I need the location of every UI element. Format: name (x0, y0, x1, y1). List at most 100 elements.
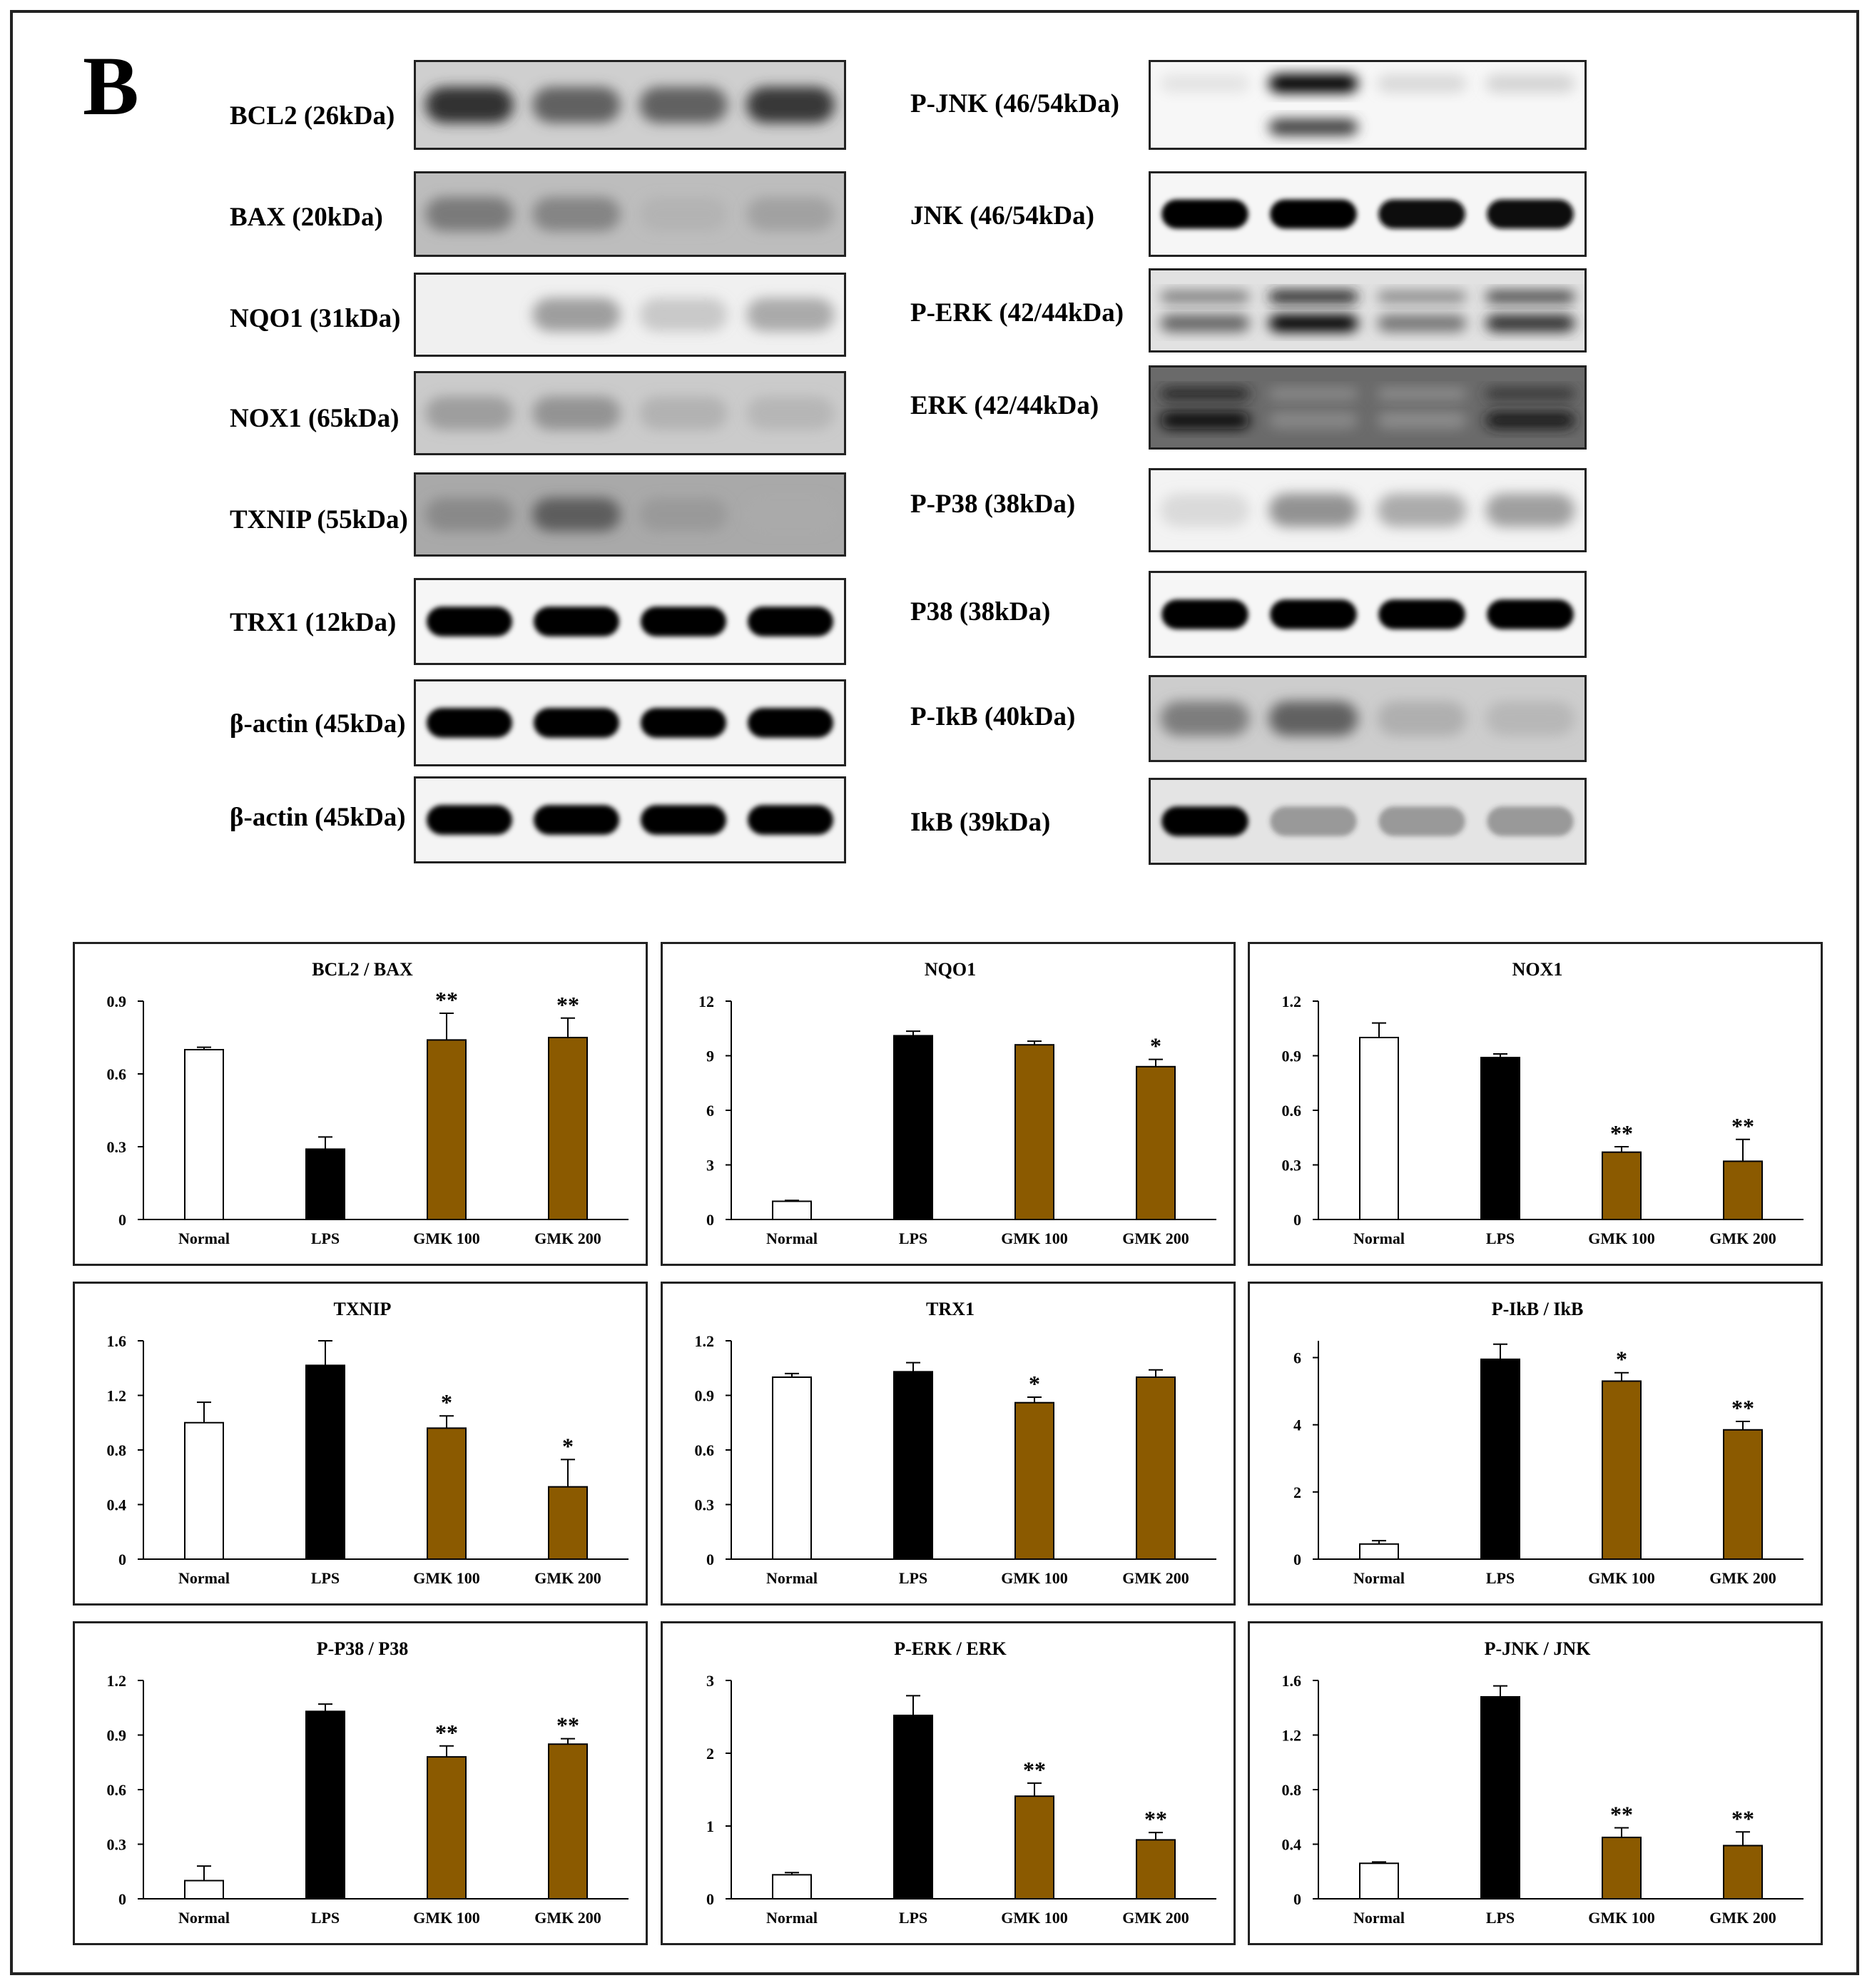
blot-band (748, 708, 833, 738)
blot-band (425, 396, 514, 430)
bar-chart-svg: P-P38 / P38 0 0.3 0.6 0.9 1.2 Normal LPS ** GMK 1… (107, 1638, 629, 1927)
blot-band (1160, 701, 1250, 736)
x-tick-label: Normal (178, 1569, 230, 1587)
blot-band (425, 497, 514, 532)
y-tick-label: 1.2 (1282, 1727, 1302, 1745)
bar-chart: BCL2 / BAX 0 0.3 0.6 0.9 Normal LPS ** GMK 100 **… (73, 942, 648, 1266)
blot-image (414, 273, 846, 357)
blot-band (639, 497, 728, 532)
blot-image (1149, 778, 1587, 865)
bar-gmk-200 (1136, 1065, 1176, 1220)
blot-label: JNK (46/54kDa) (910, 201, 1094, 230)
bar-lps (1480, 1695, 1520, 1900)
x-tick-label: GMK 100 (1588, 1909, 1655, 1927)
bar-normal (184, 1421, 224, 1560)
blot-band (532, 86, 621, 123)
y-tick-label: 6 (706, 1102, 714, 1120)
bar-lps (893, 1035, 933, 1220)
x-tick-label: LPS (899, 1229, 927, 1247)
blot-band (1485, 493, 1575, 527)
blot-image (1149, 365, 1587, 450)
blot-label: P-IkB (40kDa) (910, 702, 1076, 731)
y-tick-label: 0 (706, 1211, 714, 1229)
blot-band (1377, 73, 1467, 93)
significance-marker: ** (1731, 1395, 1754, 1421)
y-tick-label: 3 (706, 1157, 714, 1175)
y-tick-label: 0 (1293, 1211, 1301, 1229)
bar-lps (1480, 1358, 1520, 1561)
blot-band (746, 396, 835, 430)
blot-band (1487, 599, 1574, 629)
blot-band (1268, 493, 1358, 527)
x-tick-label: GMK 200 (1709, 1569, 1776, 1587)
bar-normal (1359, 1862, 1399, 1900)
x-tick-label: GMK 200 (534, 1229, 601, 1247)
bar-lps (893, 1714, 933, 1900)
y-tick-label: 9 (706, 1048, 714, 1065)
bar-chart-svg: TRX1 0 0.3 0.6 0.9 1.2 Normal LPS * GMK 100 GMK 20… (695, 1299, 1216, 1587)
y-tick-label: 12 (698, 993, 714, 1010)
blot-label: BCL2 (26kDa) (230, 101, 395, 131)
blot-band (1378, 199, 1465, 229)
y-tick-label: 0.3 (695, 1496, 715, 1514)
bar-normal (184, 1049, 224, 1220)
blot-band (532, 298, 621, 332)
blot-label: P38 (38kDa) (910, 597, 1051, 627)
blot-image (1149, 60, 1587, 150)
x-tick-label: GMK 100 (1001, 1229, 1068, 1247)
x-tick-label: LPS (1486, 1569, 1515, 1587)
bar-chart: P-ERK / ERK 0 1 2 3 Normal LPS ** GMK 100 ** GMK 2… (661, 1621, 1236, 1945)
blot-band (1377, 411, 1467, 430)
y-tick-label: 0.3 (107, 1138, 127, 1156)
y-tick-label: 0.9 (107, 993, 127, 1010)
blot-band (746, 298, 835, 332)
y-tick-label: 0 (706, 1890, 714, 1908)
chart-title: P-P38 / P38 (317, 1638, 409, 1659)
bar-gmk-200 (1723, 1429, 1763, 1560)
blot-image (1149, 675, 1587, 762)
figure-frame (10, 10, 1859, 1975)
blot-image (414, 472, 846, 557)
bar-gmk-200 (1136, 1839, 1176, 1900)
bar-gmk-200 (1136, 1376, 1176, 1560)
bar-normal (1359, 1037, 1399, 1220)
x-tick-label: LPS (899, 1909, 927, 1927)
bar-lps (1480, 1057, 1520, 1220)
y-tick-label: 0.6 (695, 1441, 715, 1459)
bar-gmk-100 (1014, 1401, 1054, 1560)
x-tick-label: GMK 200 (1122, 1909, 1189, 1927)
significance-marker: ** (435, 987, 458, 1013)
significance-marker: ** (1023, 1757, 1046, 1782)
y-tick-label: 0 (118, 1890, 126, 1908)
x-tick-label: GMK 200 (534, 1569, 601, 1587)
blot-band (1268, 411, 1358, 430)
bar-chart-svg: P-ERK / ERK 0 1 2 3 Normal LPS ** GMK 100 ** GMK 2… (706, 1638, 1216, 1927)
y-tick-label: 0.3 (1282, 1157, 1302, 1175)
blot-band (1270, 199, 1357, 229)
blot-band (1377, 314, 1467, 333)
blot-band (534, 708, 619, 738)
blot-label: TXNIP (55kDa) (230, 505, 408, 534)
x-tick-label: Normal (178, 1229, 230, 1247)
x-tick-label: GMK 200 (1122, 1229, 1189, 1247)
y-tick-label: 0.6 (107, 1781, 127, 1799)
y-tick-label: 2 (706, 1745, 714, 1763)
blot-image (414, 371, 846, 455)
y-tick-label: 0 (118, 1551, 126, 1568)
y-tick-label: 4 (1293, 1416, 1301, 1434)
blot-band (1270, 599, 1357, 629)
blot-band (1160, 387, 1250, 400)
x-tick-label: Normal (1353, 1229, 1405, 1247)
blot-image (414, 578, 846, 665)
x-tick-label: LPS (899, 1569, 927, 1587)
blot-image (1149, 171, 1587, 257)
bar-gmk-100 (1602, 1380, 1642, 1560)
blot-band (532, 396, 621, 430)
blot-image (414, 60, 846, 150)
x-tick-label: GMK 100 (1001, 1909, 1068, 1927)
significance-marker: * (1616, 1347, 1627, 1372)
bar-chart: P-P38 / P38 0 0.3 0.6 0.9 1.2 Normal LPS ** GMK 1… (73, 1621, 648, 1945)
bar-chart: NQO1 0 3 6 9 12 Normal LPS GMK 100 * GMK 200 (661, 942, 1236, 1266)
x-tick-label: Normal (1353, 1909, 1405, 1927)
chart-title: BCL2 / BAX (312, 959, 413, 980)
